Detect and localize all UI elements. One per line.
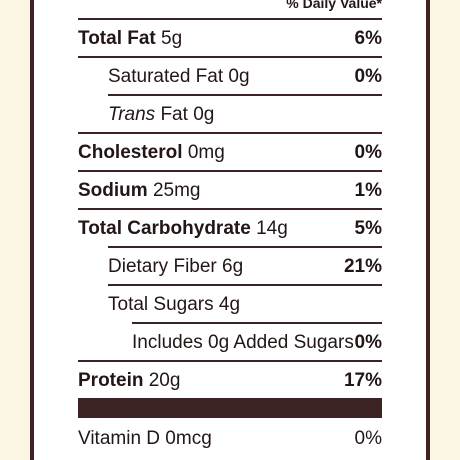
divider <box>78 132 382 134</box>
nutrient-amount: 14g <box>256 217 288 239</box>
nutrient-label: Vitamin D 0mcg <box>78 429 212 448</box>
nutrient-name-italic: Trans <box>108 103 156 125</box>
daily-value-percent: 0% <box>354 427 382 449</box>
divider <box>78 56 382 58</box>
nutrient-amount: 20g <box>148 369 181 391</box>
nutrient-name: Vitamin D <box>78 427 161 449</box>
divider <box>78 170 382 172</box>
nutrition-facts-panel: % Daily Value* Total Fat 5g 6% Saturated… <box>30 0 430 460</box>
daily-value-label: % Daily Value* <box>286 0 382 11</box>
nutrient-name: Includes 0g Added Sugars <box>132 331 354 353</box>
row-total-sugars: Total Sugars 4g <box>78 294 382 314</box>
divider <box>78 18 382 20</box>
nutrient-name: Sodium <box>78 179 148 201</box>
nutrient-label: Total Sugars 4g <box>78 295 240 314</box>
thick-divider-bar <box>78 398 382 418</box>
row-cholesterol: Cholesterol 0mg 0% <box>78 142 382 162</box>
daily-value-percent: 0% <box>354 331 382 353</box>
nutrient-name: Total Carbohydrate <box>78 217 251 239</box>
daily-value-header: % Daily Value* <box>78 0 382 14</box>
nutrient-amount: 0mcg <box>165 427 212 449</box>
row-dietary-fiber: Dietary Fiber 6g 21% <box>78 256 382 276</box>
nutrient-name: Total Sugars <box>108 293 214 315</box>
daily-value-percent: 0% <box>354 141 382 163</box>
row-added-sugars: Includes 0g Added Sugars 0% <box>78 332 382 352</box>
nutrient-name: Protein <box>78 369 144 391</box>
nutrient-label: Includes 0g Added Sugars <box>78 333 354 352</box>
daily-value-percent: 17% <box>343 369 382 391</box>
row-protein: Protein 20g 17% <box>78 370 382 390</box>
nutrient-amount: 0mg <box>187 141 225 163</box>
nutrient-name: Cholesterol <box>78 141 183 163</box>
nutrient-label: Trans Fat 0g <box>78 105 214 124</box>
nutrient-name: Dietary Fiber <box>108 255 217 277</box>
nutrient-amount: 25mg <box>152 179 201 201</box>
nutrient-name: Saturated Fat <box>108 65 224 87</box>
divider <box>108 284 382 286</box>
nutrient-amount: 4g <box>218 293 241 315</box>
divider <box>108 94 382 96</box>
nutrient-amount: 5g <box>161 27 183 49</box>
nutrient-label: Total Fat 5g <box>78 29 182 48</box>
nutrient-label: Protein 20g <box>78 371 180 390</box>
row-saturated-fat: Saturated Fat 0g 0% <box>78 66 382 86</box>
daily-value-percent: 1% <box>354 179 382 201</box>
nutrient-amount: 0g <box>193 103 215 125</box>
nutrient-label: Cholesterol 0mg <box>78 143 225 162</box>
nutrient-label: Dietary Fiber 6g <box>78 257 243 276</box>
daily-value-percent: 5% <box>354 217 382 239</box>
divider <box>108 246 382 248</box>
daily-value-percent: 0% <box>354 65 382 87</box>
row-sodium: Sodium 25mg 1% <box>78 180 382 200</box>
row-trans-fat: Trans Fat 0g <box>78 104 382 124</box>
row-total-fat: Total Fat 5g 6% <box>78 28 382 48</box>
divider <box>78 208 382 210</box>
row-total-carbohydrate: Total Carbohydrate 14g 5% <box>78 218 382 238</box>
nutrient-label: Total Carbohydrate 14g <box>78 219 288 238</box>
nutrient-label: Saturated Fat 0g <box>78 67 250 86</box>
nutrient-name: Total Fat <box>78 27 156 49</box>
nutrition-facts-body: % Daily Value* Total Fat 5g 6% Saturated… <box>78 0 382 460</box>
daily-value-percent: 21% <box>343 255 382 277</box>
nutrient-amount: 0g <box>228 65 250 87</box>
nutrient-name: Fat <box>160 103 188 125</box>
nutrient-label: Sodium 25mg <box>78 181 200 200</box>
divider <box>78 360 382 362</box>
divider <box>132 322 382 324</box>
nutrient-amount: 6g <box>222 255 244 277</box>
daily-value-percent: 6% <box>354 27 382 49</box>
row-vitamin-d: Vitamin D 0mcg 0% <box>78 428 382 448</box>
